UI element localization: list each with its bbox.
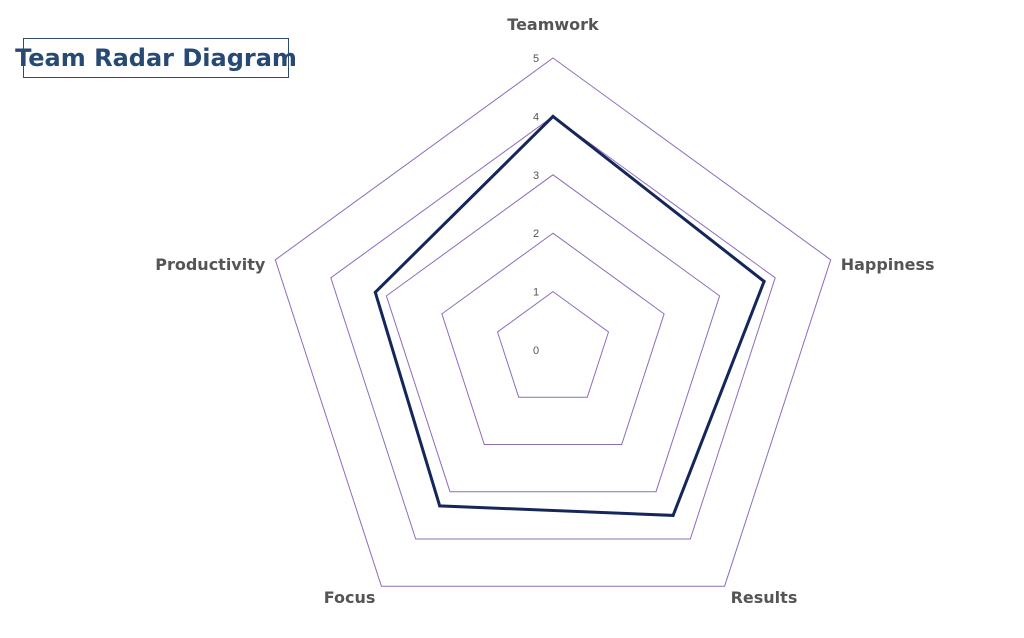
axis-label-teamwork: Teamwork [507, 15, 599, 34]
series-line [373, 114, 766, 517]
grid-ring-5 [274, 57, 832, 587]
data-point-teamwork [551, 114, 555, 118]
grid-ring-3 [385, 174, 721, 493]
tick-label-3: 3 [533, 170, 539, 182]
data-point-happiness [762, 279, 766, 283]
radar-tick-labels: 0 1 2 3 4 5 [533, 53, 539, 357]
chart-title-box: Team Radar Diagram [15, 38, 297, 78]
axis-label-productivity: Productivity [155, 255, 266, 274]
radar-grid [274, 57, 832, 587]
grid-ring-2 [441, 232, 665, 445]
chart-title: Team Radar Diagram [15, 44, 297, 72]
tick-label-5: 5 [533, 53, 539, 65]
data-point-results [671, 513, 675, 517]
tick-label-4: 4 [533, 111, 539, 123]
tick-label-2: 2 [533, 228, 539, 240]
data-point-productivity [373, 290, 377, 294]
grid-ring-1 [496, 290, 610, 398]
radar-series [373, 114, 766, 517]
axis-label-focus: Focus [324, 588, 376, 607]
tick-label-0: 0 [533, 345, 539, 357]
axis-label-happiness: Happiness [841, 255, 935, 274]
axis-label-results: Results [731, 588, 798, 607]
radar-axis-labels: Teamwork Happiness Results Focus Productivit… [155, 15, 934, 607]
tick-label-1: 1 [533, 287, 539, 299]
grid-ring-4 [330, 115, 776, 540]
data-point-focus [438, 504, 442, 508]
